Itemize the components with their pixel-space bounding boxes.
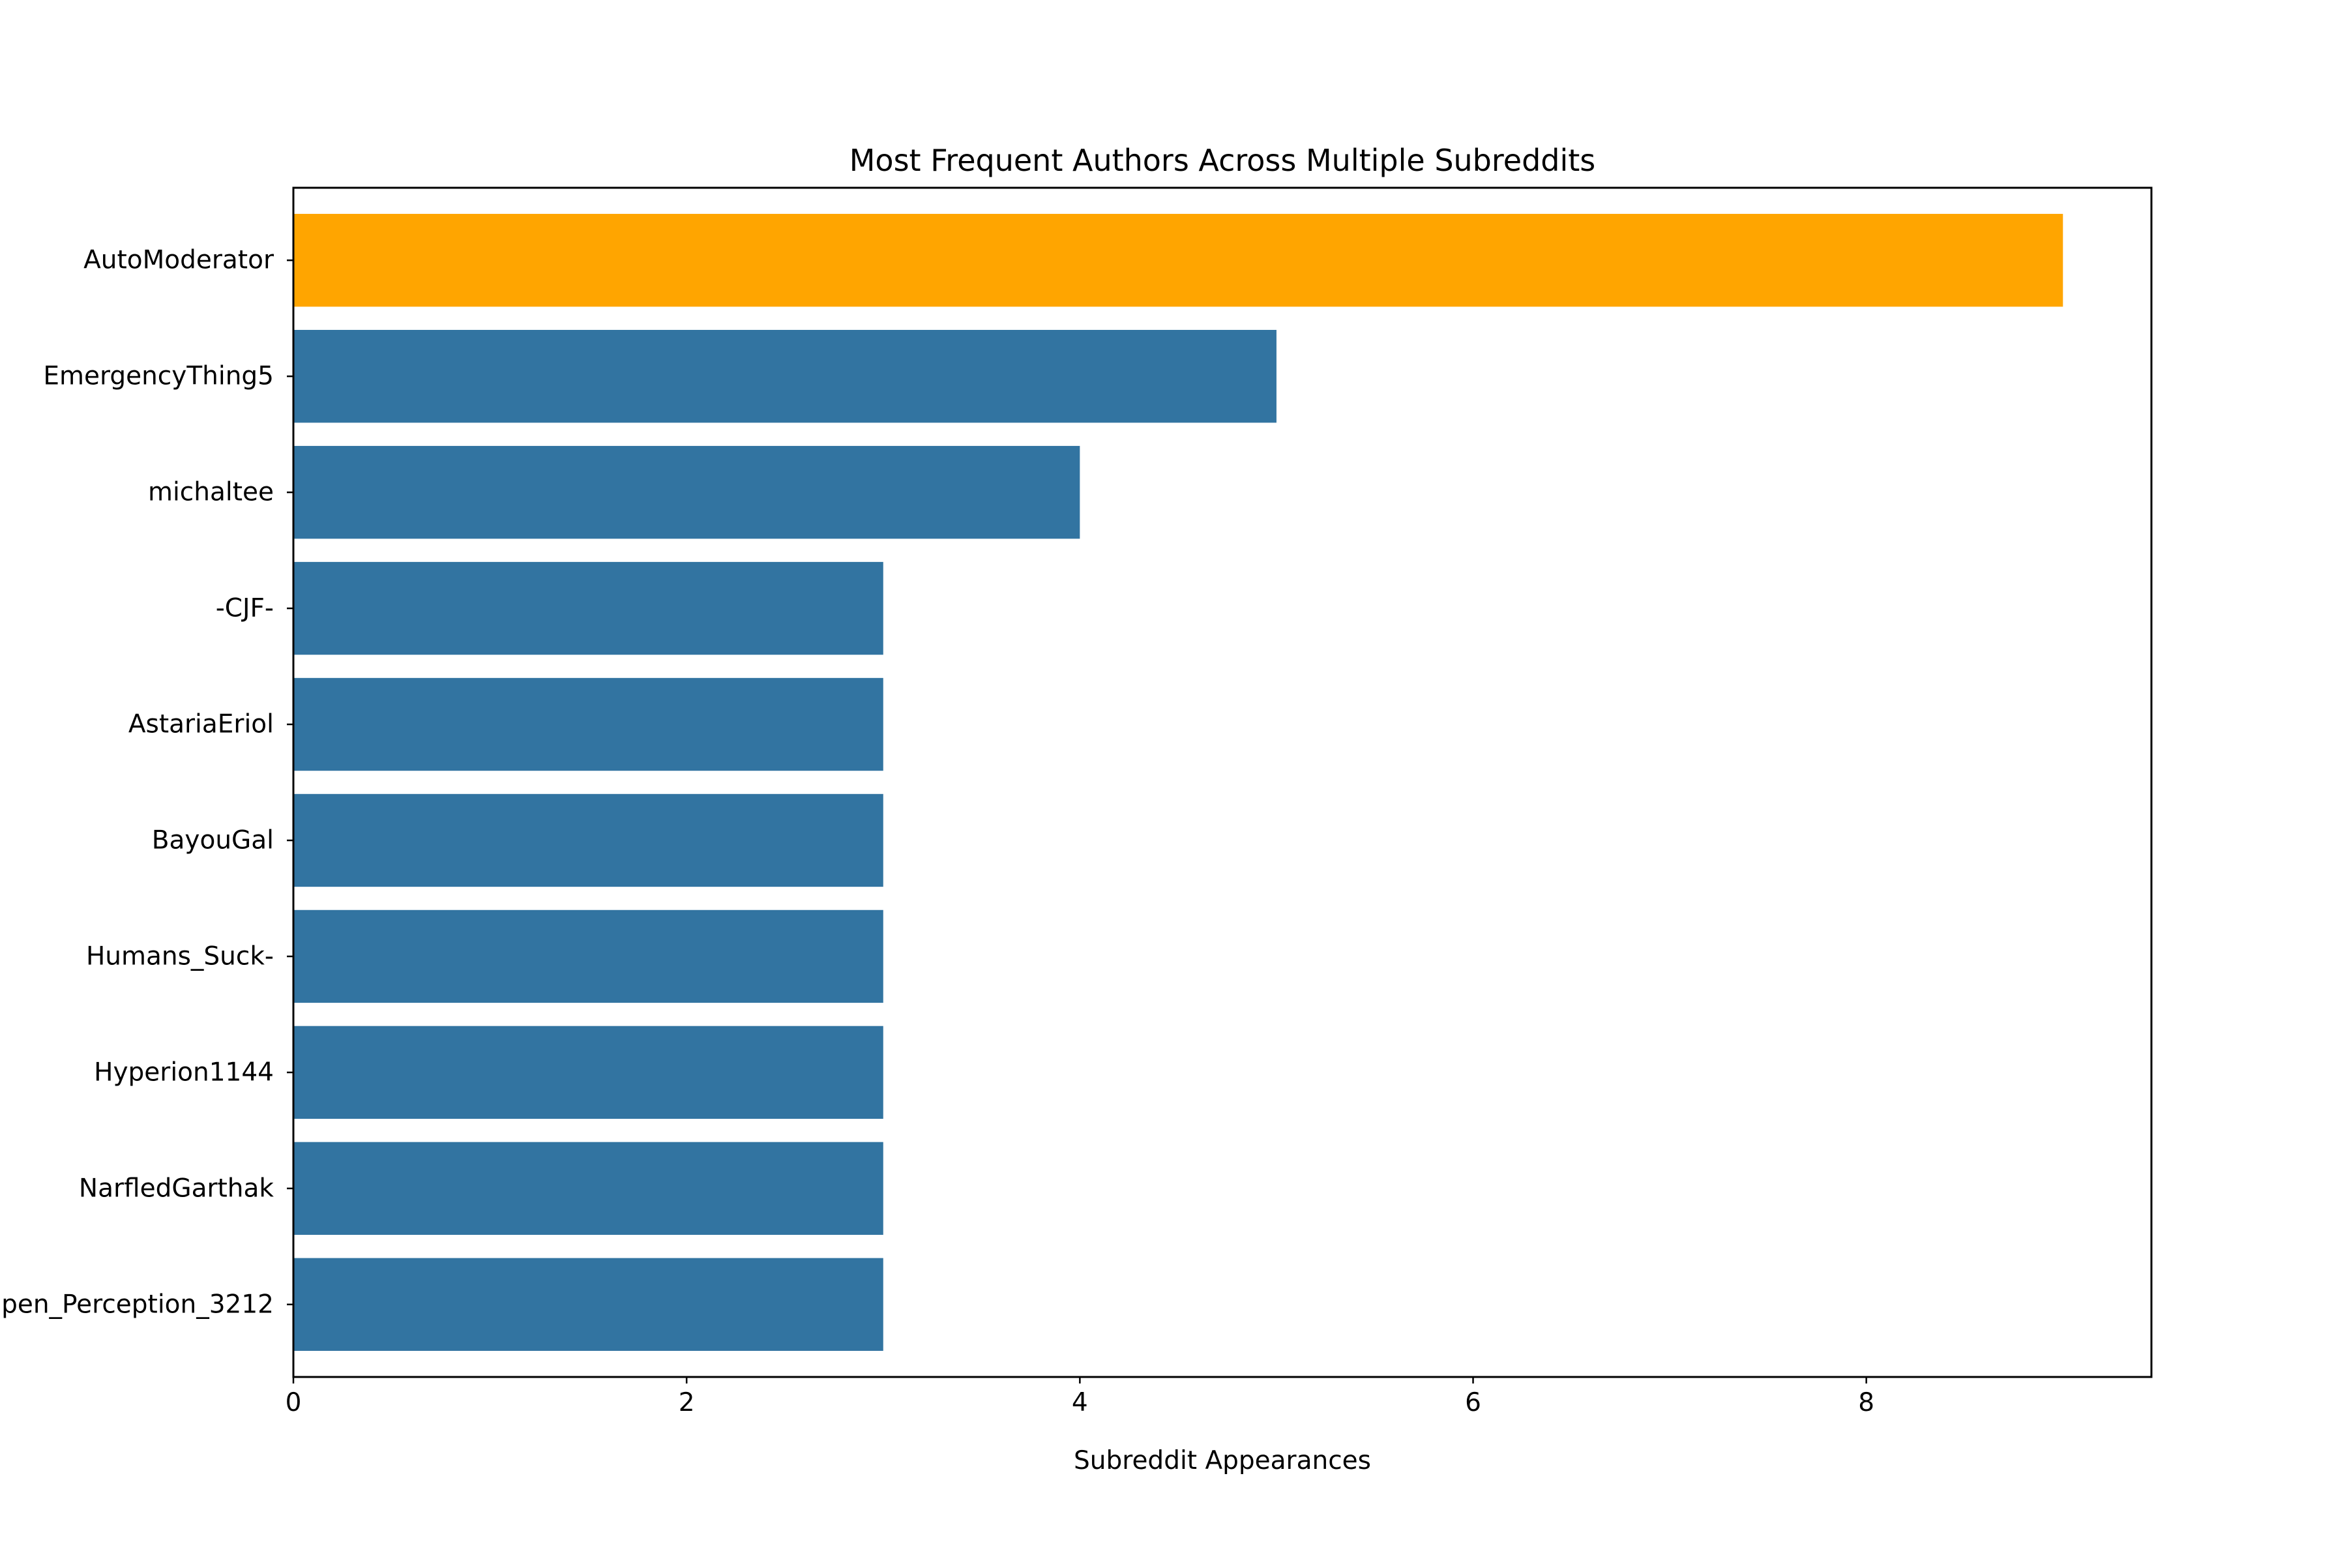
y-tick-label: AutoModerator (83, 246, 274, 275)
bar-astariaeriol (293, 677, 883, 771)
bar-automoderator (293, 214, 2063, 307)
bar-bayougal (293, 793, 883, 887)
y-tick-label: NarfledGarthak (79, 1174, 274, 1203)
x-tick-label: 0 (286, 1388, 302, 1417)
y-tick-label: EmergencyThing5 (43, 362, 274, 391)
bars-layer (293, 214, 2063, 1351)
y-axis: AutoModerator EmergencyThing5 michaltee -CJ… (0, 246, 293, 1319)
y-tick-label: Open_Perception_3212 (0, 1290, 274, 1319)
y-tick-label: Humans_Suck- (86, 941, 274, 971)
bar-hyperion1144 (293, 1026, 883, 1119)
plot-frame (292, 186, 2153, 1378)
x-tick-label: 4 (1072, 1388, 1088, 1417)
x-tick-label: 2 (679, 1388, 695, 1417)
y-tick-label: -CJF- (216, 594, 274, 623)
y-tick-label: michaltee (148, 478, 274, 507)
x-axis-label: Subreddit Appearances (1074, 1446, 1371, 1475)
x-tick-label: 6 (1465, 1388, 1481, 1417)
bar-humans-suck (293, 910, 883, 1003)
x-tick-label: 8 (1858, 1388, 1874, 1417)
bar-narfledgarthak (293, 1142, 883, 1235)
bar-cjf (293, 561, 883, 655)
bar-open-perception-3212 (293, 1258, 883, 1351)
x-axis: 0 2 4 6 8 (286, 1377, 1874, 1417)
y-tick-label: AstariaEriol (128, 710, 274, 739)
bar-emergencything5 (293, 329, 1277, 423)
y-tick-label: Hyperion1144 (94, 1058, 274, 1087)
bar-michaltee (293, 445, 1080, 539)
y-tick-label: BayouGal (152, 825, 274, 855)
chart-title: Most Frequent Authors Across Multiple Su… (849, 143, 1596, 178)
